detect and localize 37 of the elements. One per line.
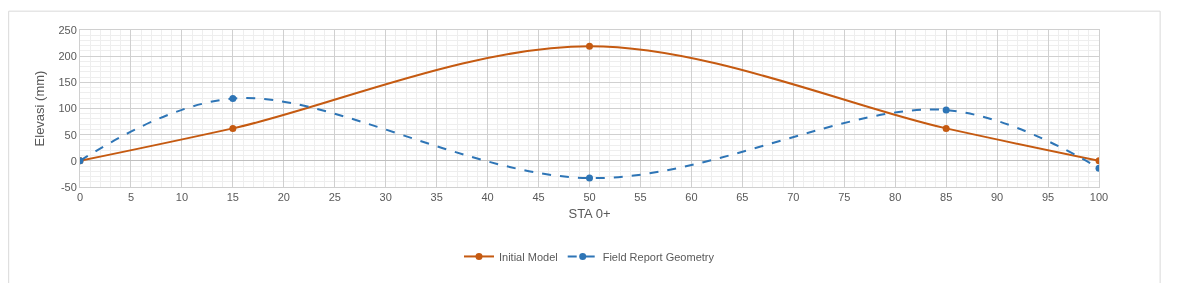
x-tick-label: 50	[583, 191, 596, 204]
y-axis-title: Elevasi (mm)	[32, 70, 47, 147]
x-tick-label: 30	[379, 191, 392, 204]
y-tick-label: 200	[58, 50, 77, 63]
x-tick-label: 95	[1041, 191, 1055, 204]
y-tick-label: -50	[60, 180, 77, 193]
y-tick-label: 150	[58, 76, 77, 89]
y-tick-label: 100	[58, 102, 77, 115]
x-tick-label: 80	[889, 191, 902, 204]
point	[942, 124, 950, 132]
point	[229, 124, 237, 132]
x-tick-label: 45	[532, 191, 545, 204]
x-tick-label: 65	[736, 191, 749, 204]
x-axis-title: STA 0+	[568, 205, 611, 221]
x-tick-label: 20	[277, 191, 290, 204]
x-tick-label: 60	[685, 191, 698, 204]
point	[229, 95, 237, 103]
x-tick-label: 75	[838, 191, 851, 204]
x-tick-label: 40	[481, 191, 494, 204]
x-tick-label: 85	[940, 191, 953, 204]
x-tick-label: 15	[226, 191, 239, 204]
x-tick-label: 35	[430, 191, 443, 204]
legend-label: Field Report Geometry	[602, 250, 715, 263]
y-tick-label: 50	[64, 128, 77, 141]
legend-label: Initial Model	[499, 250, 558, 263]
x-tick-label: 90	[990, 191, 1004, 204]
x-tick-label: 5	[127, 191, 135, 204]
y-tick-label: 250	[58, 23, 77, 36]
x-tick-label: 70	[787, 191, 800, 204]
x-tick-label: 25	[328, 191, 341, 204]
point	[586, 174, 593, 182]
x-tick-label: 10	[175, 191, 189, 204]
x-tick-label: 100	[1089, 191, 1109, 204]
y-tick-label: 0	[70, 154, 77, 167]
point	[942, 106, 950, 114]
x-tick-label: 55	[634, 191, 647, 204]
point	[586, 42, 593, 50]
